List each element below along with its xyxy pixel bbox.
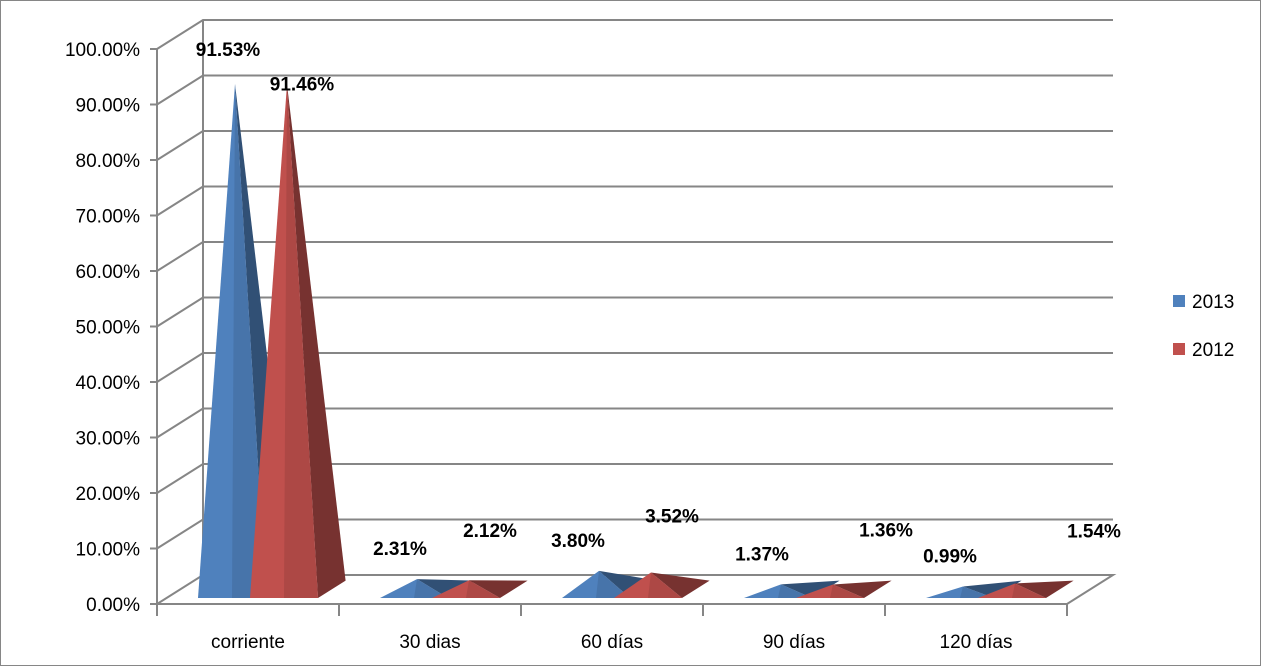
pyramid-bar-2012-2 <box>614 572 710 598</box>
pyramid-bar-2012-4 <box>978 580 1074 598</box>
data-label-2012-2: 3.52% <box>645 506 699 527</box>
x-category-label: 30 dias <box>399 632 460 653</box>
pyramid-bar-2013-3 <box>744 580 840 598</box>
pyramid-side-face <box>469 580 528 598</box>
pyramid-side-face <box>287 84 346 599</box>
gridline <box>156 463 1113 494</box>
data-label-2012-4: 1.54% <box>1067 521 1121 542</box>
pyramid-side-face <box>599 570 658 598</box>
pyramid-shade <box>1012 583 1046 598</box>
legend-swatch-2013 <box>1173 295 1185 307</box>
pyramid-shade <box>466 580 500 598</box>
legend-swatch-2012 <box>1173 343 1185 355</box>
data-label-2013-0: 91.53% <box>196 40 261 61</box>
gridline <box>156 352 1113 383</box>
pyramid-side-face <box>781 580 840 598</box>
gridline <box>156 19 1113 50</box>
data-label-2012-3: 1.36% <box>859 520 913 541</box>
pyramid-side-face <box>833 580 892 598</box>
legend-label-2013: 2013 <box>1192 292 1234 313</box>
x-category-label: corriente <box>211 632 285 653</box>
pyramid-shade <box>648 572 682 598</box>
data-label-2013-2: 3.80% <box>551 531 605 552</box>
y-tick-label: 40.00% <box>76 373 141 394</box>
x-category-label: 90 días <box>763 632 825 653</box>
gridline <box>156 407 1113 439</box>
pyramid-shade <box>414 579 448 598</box>
pyramid-shade <box>284 84 318 599</box>
x-axis-labels: corriente 30 dias 60 días 90 días 120 días <box>211 632 1012 653</box>
y-tick-label: 30.00% <box>76 429 141 450</box>
pyramid-bars <box>198 84 1074 599</box>
pyramid-bar-2013-2 <box>562 570 658 598</box>
y-tick-label: 50.00% <box>76 318 141 339</box>
pyramid-bar-2013-1 <box>380 579 476 598</box>
data-label-2013-1: 2.31% <box>373 539 427 560</box>
pyramid-bar-2012-3 <box>796 580 892 598</box>
pyramid-shade <box>232 84 266 599</box>
gridline <box>156 241 1113 272</box>
y-tick-label: 20.00% <box>76 484 141 505</box>
y-tick-label: 100.00% <box>65 40 140 61</box>
gridline <box>156 74 1113 106</box>
pyramid-side-face <box>651 572 710 598</box>
data-labels: 91.53% 91.46% 2.31% 2.12% 3.80% 3.52% 1.37% 1.3… <box>196 40 1121 567</box>
pyramid-side-face <box>963 580 1022 598</box>
data-label-2012-1: 2.12% <box>463 521 517 542</box>
pyramid-bar-2012-1 <box>432 580 528 598</box>
y-tick-label: 60.00% <box>76 262 141 283</box>
x-category-label: 60 días <box>581 632 643 653</box>
legend-label-2012: 2012 <box>1192 340 1234 361</box>
y-tick-label: 80.00% <box>76 151 141 172</box>
pyramid-bar-2012-0 <box>250 84 346 599</box>
gridline <box>156 185 1113 217</box>
y-tick-label: 90.00% <box>76 96 141 117</box>
gridlines <box>156 19 1113 550</box>
gridline <box>156 130 1113 161</box>
pyramid-shade <box>596 570 630 598</box>
gridline <box>156 296 1113 328</box>
data-label-2013-3: 1.37% <box>735 544 789 565</box>
axes <box>150 48 1068 616</box>
y-tick-label: 0.00% <box>86 595 140 616</box>
pyramid-side-face <box>417 579 476 598</box>
pyramid-shade <box>778 584 812 598</box>
y-tick-label: 10.00% <box>76 540 141 561</box>
data-label-2013-4: 0.99% <box>923 547 977 568</box>
legend: 2013 2012 <box>1173 292 1234 361</box>
x-category-label: 120 días <box>940 632 1013 653</box>
data-label-2012-0: 91.46% <box>270 74 335 95</box>
pyramid-shade <box>830 584 864 598</box>
pyramid-side-face <box>1015 580 1074 598</box>
y-axis-ticks: 0.00% 10.00% 20.00% 30.00% 40.00% 50.00% 60.00… <box>65 40 140 616</box>
y-tick-label: 70.00% <box>76 207 141 228</box>
gridline <box>156 518 1113 550</box>
